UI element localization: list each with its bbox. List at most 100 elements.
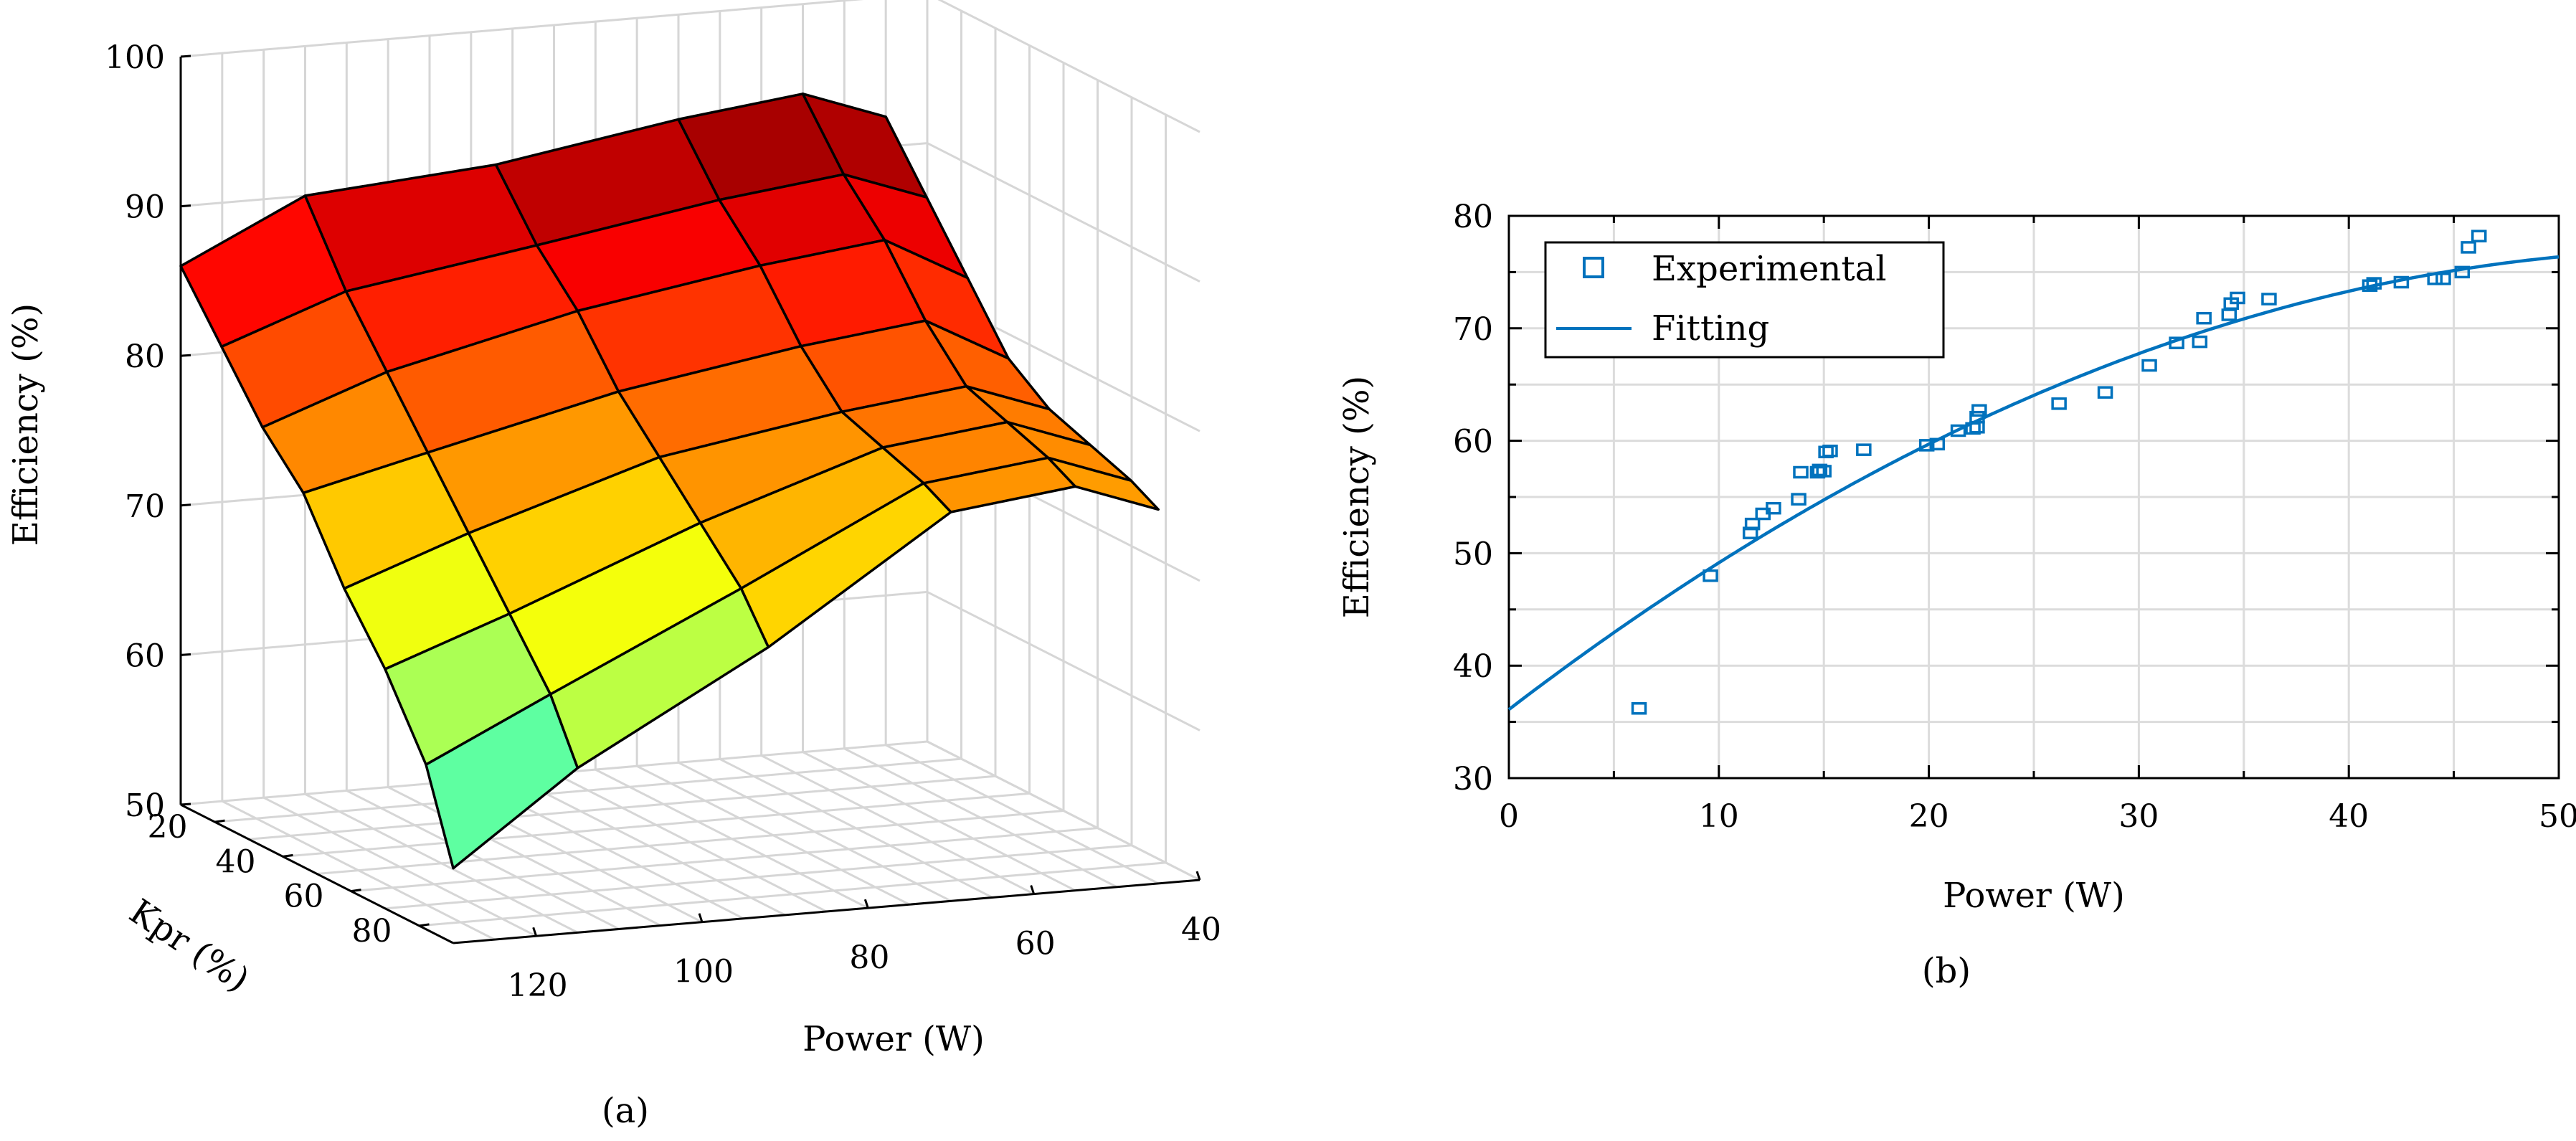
z-tick-label: 60	[125, 638, 165, 674]
x-tick	[1195, 871, 1201, 881]
y-axis-line	[180, 803, 454, 944]
data-point	[1791, 493, 1806, 506]
data-point	[2169, 336, 2184, 349]
grid-line	[419, 861, 1166, 927]
data-point	[1793, 465, 1809, 479]
y-tick-label: 20	[148, 809, 188, 846]
grid-line	[214, 757, 962, 823]
z-axis-label: Efficiency (%)	[6, 303, 46, 546]
data-point	[2366, 277, 2382, 290]
data-point	[2393, 275, 2410, 289]
x-tick-label: 80	[849, 939, 889, 976]
scatter-x-tick-label: 50	[2539, 798, 2576, 835]
grid-line	[384, 844, 1132, 910]
grid-line	[248, 775, 996, 841]
grid-line	[937, 0, 1201, 133]
fitting-line	[1507, 255, 2560, 711]
data-point	[1744, 517, 1761, 531]
plot-frame	[1507, 214, 2560, 780]
grid-line	[351, 827, 1098, 893]
caption-b: (b)	[1922, 951, 1971, 991]
legend-marker-experimental	[1583, 257, 1604, 278]
grid-line	[927, 142, 1201, 283]
data-point	[2261, 293, 2277, 306]
x-axis-line	[453, 879, 1201, 944]
x-tick-label: 100	[673, 954, 734, 990]
y-tick	[351, 889, 361, 893]
data-point	[2141, 359, 2157, 372]
scatter-y-tick-label: 60	[1453, 424, 1493, 460]
y-tick	[214, 819, 225, 823]
z-tick	[180, 503, 191, 507]
grid-line	[180, 0, 864, 58]
data-point	[2471, 229, 2487, 242]
data-point	[2192, 335, 2208, 349]
data-point	[2230, 291, 2245, 305]
x-axis-label: Power (W)	[802, 1019, 985, 1059]
scatter-x-axis-label: Power (W)	[1943, 876, 2125, 916]
data-point	[1929, 437, 1946, 451]
y-tick-label: 40	[216, 843, 256, 880]
x-tick-label: 120	[508, 967, 568, 1004]
fitting-curve	[1507, 255, 2560, 711]
z-tick	[180, 803, 191, 806]
grid-line	[316, 810, 1064, 875]
data-point	[1816, 465, 1832, 478]
data-point	[2362, 279, 2378, 292]
data-point	[1969, 410, 1985, 424]
y-axis-label: Kpr (%)	[122, 891, 256, 1000]
y-tick	[419, 923, 430, 927]
scatter-x-tick-label: 30	[2118, 798, 2159, 835]
x-tick	[1030, 885, 1036, 895]
legend-label-fitting: Fitting	[1652, 308, 1769, 349]
data-point	[1631, 702, 1647, 715]
z-tick	[180, 354, 191, 357]
data-point	[2454, 265, 2471, 279]
z-tick-label: 100	[105, 39, 165, 76]
data-point	[2427, 273, 2443, 285]
scatter-x-tick-label: 0	[1499, 798, 1519, 835]
grid-line	[283, 792, 1030, 858]
x-tick	[863, 899, 869, 909]
scatter-tick-labels: 0 10 20 30 40 50 30 40 50 60 70 80	[1453, 199, 2576, 835]
surface-patch	[1046, 456, 1160, 511]
data-point	[2097, 386, 2113, 399]
data-point	[2051, 397, 2067, 410]
data-point	[2196, 311, 2212, 325]
data-point	[1703, 569, 1718, 582]
data-point	[1971, 404, 1987, 417]
scatter-y-axis-label: Efficiency (%)	[1337, 376, 1377, 618]
z-tick-label: 90	[125, 189, 165, 226]
efficiency-surface	[179, 93, 1160, 870]
grid-line	[927, 591, 1201, 732]
y-tick	[283, 853, 293, 858]
scatter-x-tick-label: 40	[2329, 798, 2369, 835]
data-point	[1822, 444, 1838, 458]
scatter-x-tick-label: 20	[1909, 798, 1949, 835]
y-tick-label: 60	[284, 879, 324, 915]
data-point	[2461, 241, 2476, 254]
scatter-x-tick-label: 10	[1699, 798, 1739, 835]
scatter-y-tick-label: 50	[1453, 536, 1493, 572]
data-point	[2435, 273, 2451, 285]
legend-box	[1544, 241, 1945, 359]
scatter-y-tick-label: 40	[1453, 648, 1493, 685]
scatter-y-tick-label: 30	[1453, 761, 1493, 797]
z-tick	[180, 204, 191, 208]
z-tick-label: 70	[125, 488, 165, 525]
z-tick-label: 80	[125, 338, 165, 375]
z-tick	[180, 55, 191, 58]
scatter-y-tick-label: 70	[1453, 311, 1493, 348]
data-point	[1918, 439, 1935, 452]
scatter-chart: 0 10 20 30 40 50 30 40 50 60 70 80 Experimental Fit…	[1337, 199, 2576, 991]
experimental-points	[1631, 229, 2487, 715]
caption-a: (a)	[602, 1091, 649, 1131]
data-point	[2221, 308, 2238, 321]
x-tick	[698, 913, 704, 923]
data-point	[1766, 501, 1781, 515]
data-point	[1950, 424, 1966, 437]
y-tick-label: 80	[352, 913, 392, 950]
